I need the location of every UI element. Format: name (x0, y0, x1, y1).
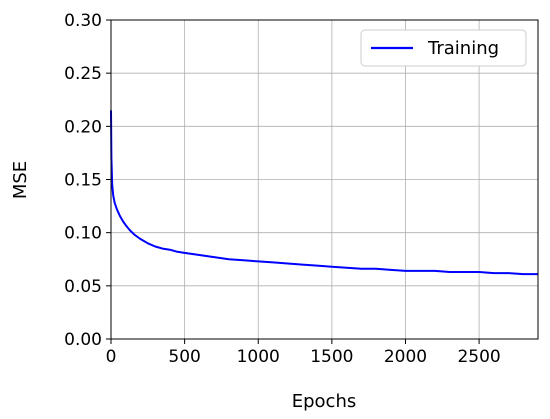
legend-label-training: Training (427, 38, 499, 59)
y-tick-label: 0.20 (64, 117, 102, 137)
x-tick-label: 2500 (457, 347, 500, 367)
y-tick-label: 0.15 (64, 171, 102, 191)
y-tick-label: 0.05 (64, 277, 102, 297)
x-tick-label: 0 (106, 347, 117, 367)
series-line-training (110, 110, 538, 276)
y-tick-label: 0.25 (64, 64, 102, 84)
legend-box (360, 29, 527, 67)
y-tick-label: 0.30 (64, 11, 102, 31)
x-tick-label: 2000 (384, 347, 427, 367)
x-tick-label: 500 (168, 347, 200, 367)
x-tick-label: 1500 (310, 347, 353, 367)
x-axis-title: Epochs (292, 391, 357, 412)
y-axis-title: MSE (10, 161, 31, 199)
series-layer (110, 110, 538, 276)
y-tick-label: 0.10 (64, 224, 102, 244)
x-tick-label: 1000 (237, 347, 280, 367)
grid (110, 19, 538, 340)
y-tick-label: 0.00 (64, 330, 102, 350)
ticks: 0 500 1000 1500 2000 2500 0.00 0.05 0.10 0.15 0.20… (64, 11, 501, 367)
legend: Training (360, 29, 527, 67)
